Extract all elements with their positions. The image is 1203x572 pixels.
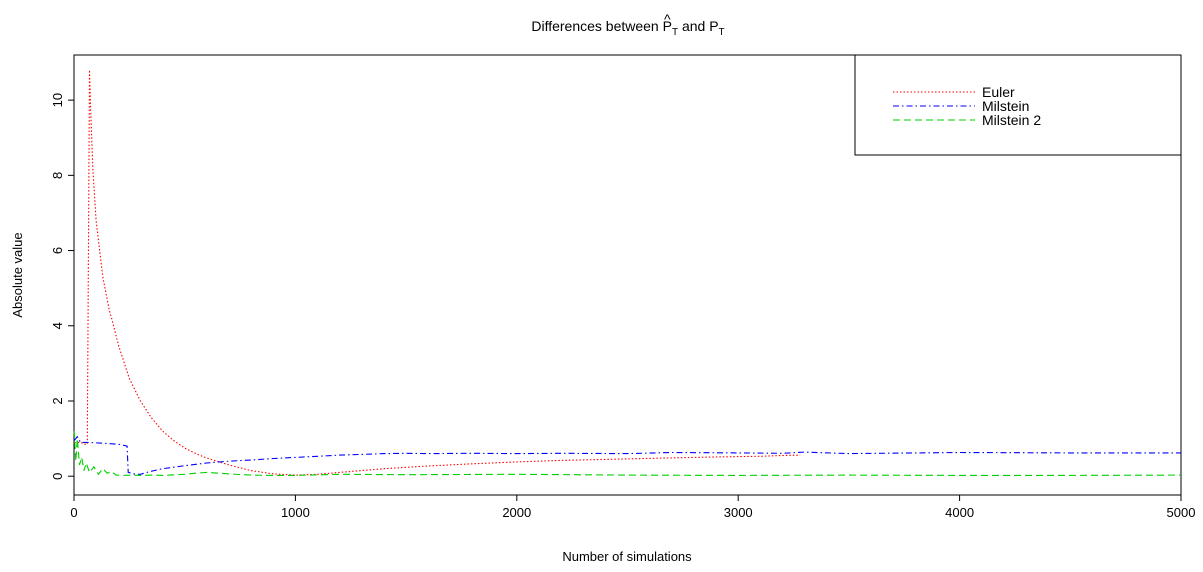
x-axis-title: Number of simulations [562,549,692,564]
x-tick-label-2: 2000 [502,505,531,520]
chart-title-p-hat: P [663,18,672,34]
chart-title-prefix: Differences between [531,18,662,34]
chart-title-p: P [709,18,718,34]
legend-box [854,54,1182,156]
series-line-milstein [73,435,1181,475]
chart-title-sub2: T [719,27,725,38]
chart-title-sub1: T [672,27,678,38]
x-tick-label-0: 0 [70,505,77,520]
series-line-milstein-2 [73,431,1182,476]
x-tick-label-4: 4000 [945,505,974,520]
chart-title-and: and [678,18,709,34]
legend-label-euler: Euler [982,84,1015,100]
x-axis: 0 1000 2000 3000 4000 5000 [70,495,1195,520]
x-tick-label-3: 3000 [724,505,753,520]
chart-title: Differences between PT and PT [531,18,724,38]
y-tick-label-3: 6 [50,247,65,254]
y-tick-label-2: 4 [50,322,65,329]
y-tick-label-1: 2 [50,397,65,404]
legend-label-milstein-2: Milstein 2 [982,112,1041,128]
legend-label-milstein: Milstein [982,98,1029,114]
y-tick-label-0: 0 [50,473,65,480]
series-line-euler [74,69,801,476]
x-tick-label-1: 1000 [281,505,310,520]
x-tick-label-5: 5000 [1167,505,1196,520]
y-tick-label-4: 8 [50,172,65,179]
series-layer [73,69,1182,476]
y-axis-title: Absolute value [10,232,25,317]
plot-frame [73,54,1182,496]
y-axis: 0 2 4 6 8 10 [50,93,74,480]
legend: Euler Milstein Milstein 2 [854,54,1182,156]
y-tick-label-5: 10 [50,93,65,107]
chart-title-hat: ^ [664,11,671,27]
